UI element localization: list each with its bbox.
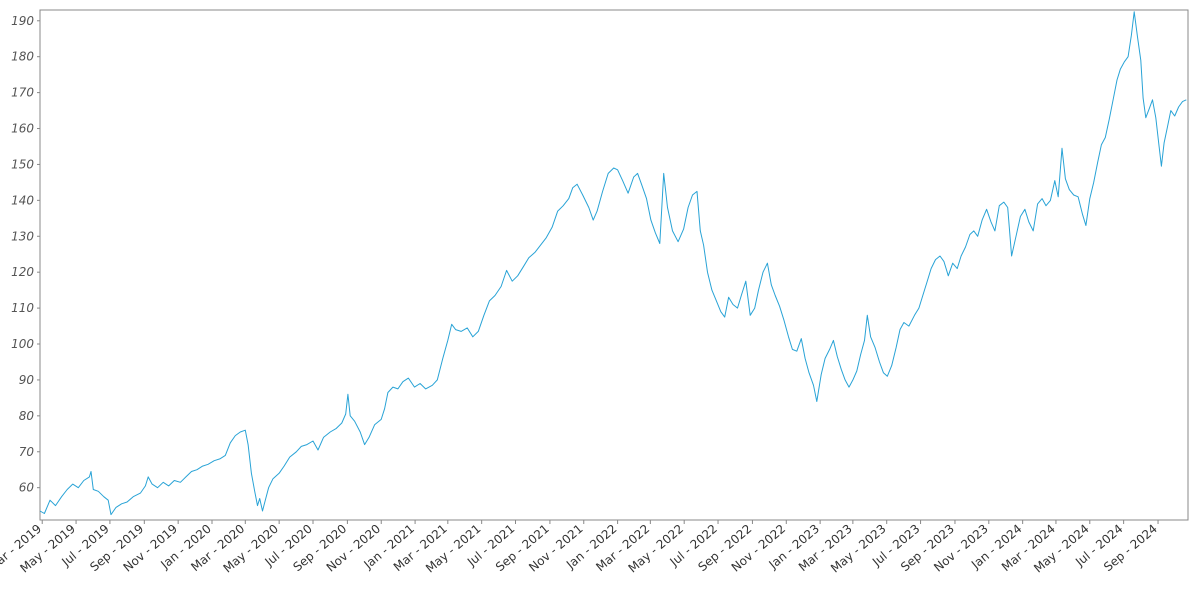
y-tick-label: 160	[11, 122, 34, 136]
series-line	[39, 11, 1187, 516]
y-tick-label: 70	[19, 445, 35, 459]
y-tick-label: 180	[11, 50, 34, 64]
y-tick-label: 80	[19, 409, 35, 423]
series-group	[39, 11, 1187, 516]
y-tick-label: 120	[11, 265, 34, 279]
y-axis: 60 70 80 90 100 110 120 130 140 150 160 170 180 190	[11, 14, 40, 495]
y-tick-label: 60	[19, 481, 35, 495]
y-tick-label: 110	[11, 301, 34, 315]
y-tick-label: 150	[11, 157, 34, 171]
y-tick-label: 100	[11, 337, 34, 351]
y-tick-label: 170	[11, 86, 34, 100]
y-tick-label: 130	[11, 229, 34, 243]
y-tick-label: 190	[11, 14, 34, 28]
y-tick-label: 140	[11, 193, 34, 207]
plot-frame	[39, 9, 1189, 521]
y-tick-label: 90	[19, 373, 35, 387]
